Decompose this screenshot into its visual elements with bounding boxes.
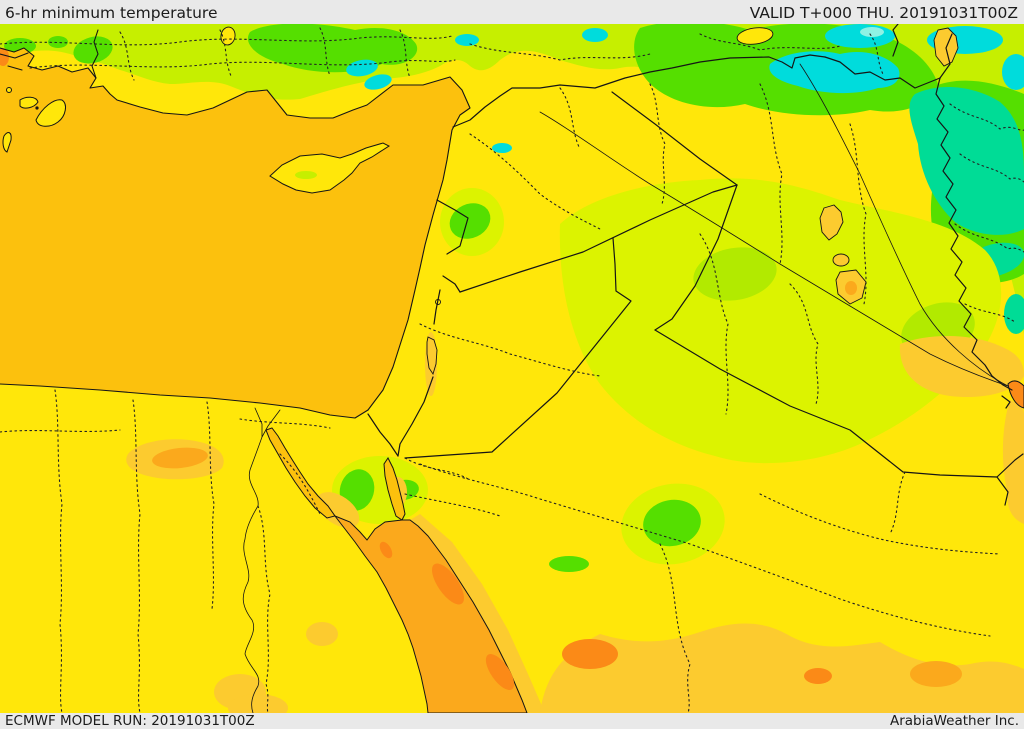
syria-jordan-border (459, 184, 738, 293)
teal-patch-iran (909, 87, 1024, 235)
lebanon-syria-border (436, 199, 469, 293)
amber-sinai-south (316, 492, 360, 528)
green-patch-central-saudi (643, 499, 701, 547)
cool-air-band (0, 24, 1024, 334)
mediterranean-sea (0, 48, 470, 418)
lake-tuz (220, 26, 236, 46)
israel-egypt-border (367, 413, 399, 457)
israel-jordan-border (397, 289, 441, 457)
iran-iraq-border (935, 77, 1013, 391)
cyprus-island (269, 142, 391, 194)
syria-iraq-border (611, 91, 738, 186)
red-sea (333, 514, 528, 713)
tigris-river (799, 63, 1009, 387)
aegean-island (35, 99, 66, 127)
lake-van (736, 27, 774, 45)
gulf-of-suez (265, 427, 336, 519)
country-borders (367, 24, 1024, 506)
header-bar: 6-hr minimum temperature VALID T+000 THU… (0, 0, 1024, 24)
amber-se-iraq (899, 335, 1024, 398)
pale-wash-syrian-desert (559, 178, 1002, 464)
lake-tharthar (819, 204, 844, 241)
lake-habbaniyah (832, 253, 850, 267)
warm-regions (0, 48, 1024, 713)
egypt-north-coastline (0, 383, 369, 419)
green-patch-central-anatolia (248, 24, 418, 73)
admin-boundaries (0, 27, 1024, 713)
turkey-iraq-border (824, 56, 941, 89)
rivers (242, 63, 1009, 713)
page-title: 6-hr minimum temperature (5, 4, 218, 22)
aegean-west-coast (91, 29, 99, 79)
euphrates-river (539, 111, 1009, 387)
islands (2, 87, 391, 194)
valid-time-label: VALID T+000 THU. 20191031T00Z (749, 4, 1018, 22)
amber-south-saudi-band (540, 623, 1024, 713)
jordan-saudi-border (404, 237, 632, 459)
branding-label: ArabiaWeather Inc. (889, 713, 1019, 729)
model-run-label: ECMWF MODEL RUN: 20191031T00Z (5, 713, 255, 729)
dead-sea (426, 336, 438, 376)
green-patch-lebanon (449, 203, 491, 239)
warm-spot-aegean (0, 48, 9, 66)
amber-red-sea-coastal-strip (410, 514, 545, 713)
kuwait-borders (996, 395, 1024, 506)
persian-gulf-corner (1007, 380, 1024, 409)
footer-bar: ECMWF MODEL RUN: 20191031T00Z ArabiaWeat… (0, 713, 1024, 729)
nile-river (242, 407, 281, 713)
coastlines (0, 29, 471, 419)
cyan-patch (769, 51, 900, 94)
pale-cyan-patch (860, 27, 884, 37)
lakes (220, 26, 959, 376)
weather-map (0, 24, 1024, 713)
iraq-saudi-border (654, 329, 998, 478)
iraq-jordan-border (654, 184, 738, 331)
red-sea-warm-core (431, 563, 465, 605)
green-patch (73, 36, 113, 64)
turkey-levant-coastline (0, 47, 471, 411)
caucasus-borders (892, 24, 953, 79)
turkey-syria-border (452, 54, 826, 128)
